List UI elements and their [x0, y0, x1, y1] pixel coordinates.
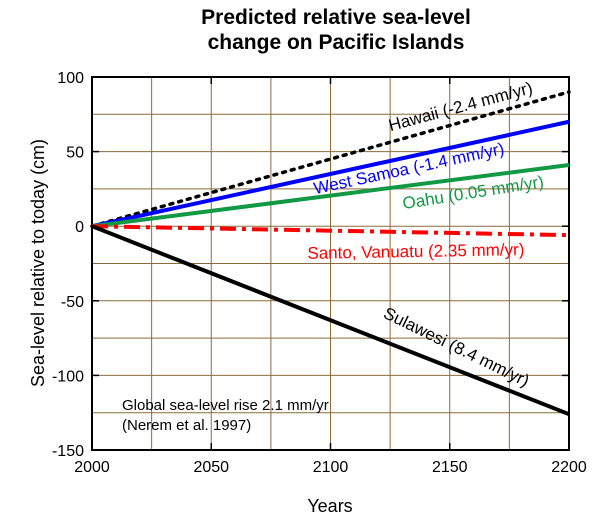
annotation-citation: (Nerem et al. 1997): [122, 417, 251, 434]
y-tick-label: 100: [57, 70, 84, 87]
y-tick-label: 50: [66, 145, 84, 162]
y-axis-label: Sea-level relative to today (cm): [28, 139, 48, 387]
series-lines: [90, 90, 571, 417]
x-tick-label: 2000: [74, 459, 110, 476]
x-tick-label: 2050: [193, 459, 229, 476]
series-label-santo-vanuatu: Santo, Vanuatu (2.35 mm/yr): [307, 240, 524, 263]
y-tick-label: -150: [52, 443, 84, 460]
y-tick-label: 0: [75, 219, 84, 236]
chart-title-line-2: change on Pacific Islands: [208, 31, 465, 54]
annotation-global-rise: Global sea-level rise 2.1 mm/yr: [122, 397, 329, 414]
series-line-0: [90, 90, 571, 228]
series-line-4: [91, 224, 570, 417]
x-tick-label: 2100: [313, 459, 349, 476]
axis-ticks: 2000 2050 2100 2150 2200 100 50 0 -50 -100 -150: [52, 70, 587, 476]
y-tick-label: -50: [61, 294, 84, 311]
x-tick-label: 2150: [432, 459, 468, 476]
chart-title-line-1: Predicted relative sea-level: [201, 6, 471, 29]
series-line-3: [91, 224, 570, 238]
series-line-2: [91, 163, 570, 229]
series-label-hawaii: Hawaii (-2.4 mm/yr): [386, 78, 534, 135]
x-axis-label: Years: [307, 496, 352, 516]
x-tick-label: 2200: [551, 459, 587, 476]
series-line-1: [91, 119, 570, 229]
y-tick-label: -100: [52, 368, 84, 385]
grid: [92, 77, 569, 450]
